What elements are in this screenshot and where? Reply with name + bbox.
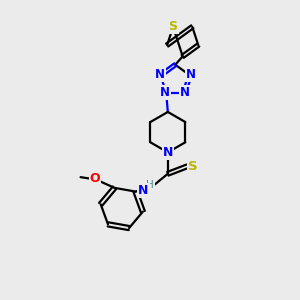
Text: S: S bbox=[169, 20, 178, 33]
Text: N: N bbox=[138, 184, 148, 196]
Text: H: H bbox=[146, 180, 154, 190]
Text: O: O bbox=[89, 172, 100, 185]
Text: N: N bbox=[160, 86, 170, 99]
Text: N: N bbox=[155, 68, 165, 81]
Text: S: S bbox=[188, 160, 197, 173]
Text: N: N bbox=[163, 146, 173, 159]
Text: N: N bbox=[186, 68, 196, 81]
Text: N: N bbox=[180, 86, 190, 99]
